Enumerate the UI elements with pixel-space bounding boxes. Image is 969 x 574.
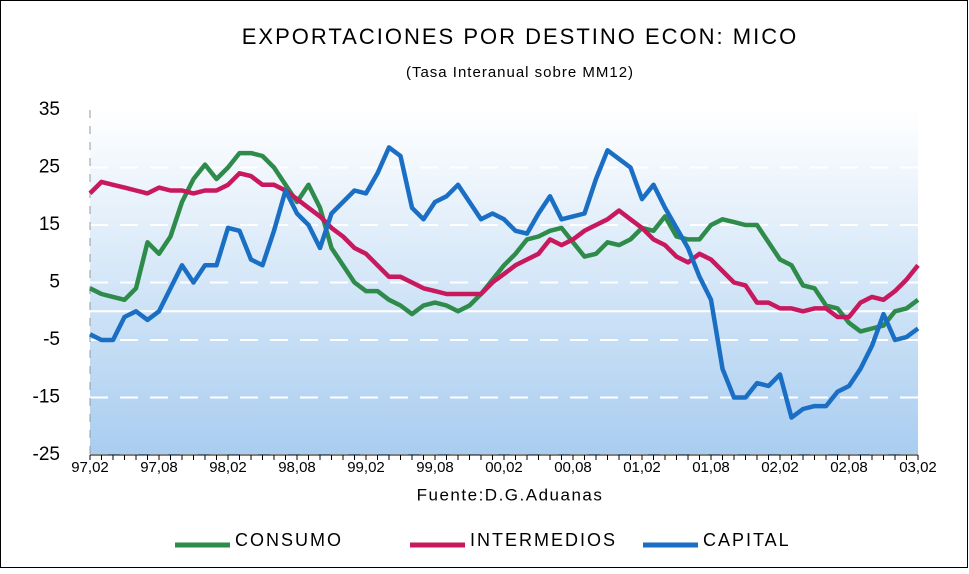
x-tick-label: 03,02 <box>899 459 937 476</box>
y-tick-label: -5 <box>43 329 60 350</box>
line <box>89 150 920 334</box>
x-tick-label: 98,02 <box>209 459 247 476</box>
x-tick-label: 00,08 <box>554 459 592 476</box>
y-tick-label: 35 <box>39 99 60 120</box>
chart-subtitle: (Tasa Interanual sobre MM12) <box>406 64 634 81</box>
source: Fuente:D.G.Aduanas <box>417 485 604 504</box>
y-tick-label: -15 <box>33 387 60 408</box>
y-tick-label: 5 <box>49 272 60 293</box>
y-tick-label: 15 <box>39 214 60 235</box>
x-tick-label: 98,08 <box>278 459 316 476</box>
x-tick-label: 01,08 <box>692 459 730 476</box>
legend-label: CONSUMO <box>235 530 343 550</box>
x-tick-label: 02,08 <box>830 459 868 476</box>
x-tick-label: 00,02 <box>485 459 523 476</box>
x-tick-label: 99,08 <box>416 459 454 476</box>
y-tick-label: -25 <box>33 444 60 465</box>
x-tick-label: 99,02 <box>347 459 385 476</box>
line <box>88 171 920 320</box>
legend-label: INTERMEDIOS <box>470 530 617 550</box>
x-tick-label: 02,02 <box>761 459 799 476</box>
legend-label: CAPITAL <box>703 530 791 550</box>
line <box>89 145 920 420</box>
x-tick-label: 97,08 <box>140 459 178 476</box>
y-tick-label: 25 <box>39 157 60 178</box>
x-tick-label: 01,02 <box>623 459 661 476</box>
chart-title: EXPORTACIONES POR DESTINO ECON: MICO <box>242 24 798 49</box>
x-tick-label: 97,02 <box>71 459 109 476</box>
